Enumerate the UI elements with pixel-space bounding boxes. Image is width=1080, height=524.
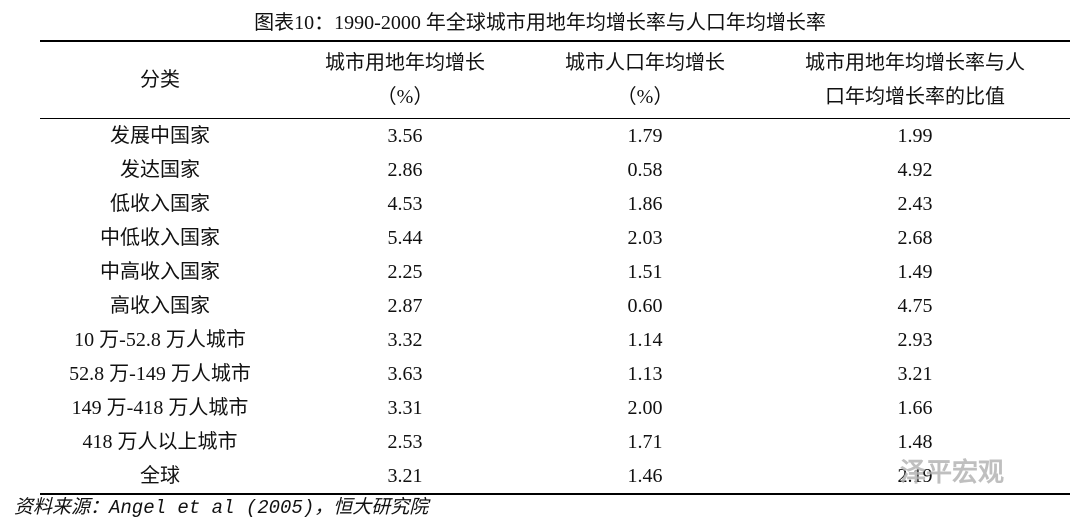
- table-cell: 1.79: [627, 125, 663, 147]
- table-row: 发展中国家 3.56 1.79 1.99: [40, 119, 1070, 154]
- table-row: 149 万-418 万人城市 3.31 2.00 1.66: [40, 391, 1070, 425]
- table-cell: 1.49: [897, 261, 933, 283]
- table-cell: 3.32: [387, 329, 423, 351]
- table-cell: 1.99: [897, 125, 933, 147]
- header-line: 城市用地年均增长率与人: [805, 52, 1025, 74]
- table-row: 中低收入国家 5.44 2.03 2.68: [40, 221, 1070, 255]
- table-row: 10 万-52.8 万人城市 3.32 1.14 2.93: [40, 323, 1070, 357]
- table-cell: 2.68: [897, 227, 933, 249]
- table-cell: 4.92: [897, 159, 933, 181]
- table-cell: 低收入国家: [110, 193, 210, 215]
- table-cell: 2.00: [627, 397, 663, 419]
- table-cell: 高收入国家: [110, 295, 210, 317]
- table-cell: 中高收入国家: [100, 261, 220, 283]
- table-cell: 3.56: [387, 125, 423, 147]
- table-cell: 1.46: [627, 465, 663, 487]
- table-cell: 1.14: [627, 329, 663, 351]
- table-row: 418 万人以上城市 2.53 1.71 1.48: [40, 425, 1070, 459]
- header-row: 分类 城市用地年均增长 （%） 城市人口年均增长 （%） 城市用地年均增长率与人 口年均增长…: [40, 41, 1070, 119]
- table-row: 全球 3.21 1.46 2.19: [40, 459, 1070, 494]
- table-head: 分类 城市用地年均增长 （%） 城市人口年均增长 （%） 城市用地年均增长率与人 口年均增长…: [40, 41, 1070, 119]
- table-cell: 2.87: [387, 295, 423, 317]
- table-body: 发展中国家 3.56 1.79 1.99 发达国家 2.86 0.58 4.92 低收入国家 4.…: [40, 119, 1070, 494]
- table-cell: 4.75: [897, 295, 933, 317]
- table-cell: 2.86: [387, 159, 423, 181]
- table-cell: 3.21: [387, 465, 423, 487]
- table-cell: 10 万-52.8 万人城市: [74, 329, 246, 351]
- table-row: 52.8 万-149 万人城市 3.63 1.13 3.21: [40, 357, 1070, 391]
- table-title: 图表10：1990-2000 年全球城市用地年均增长率与人口年均增长率: [254, 12, 826, 34]
- table-cell: 2.03: [627, 227, 663, 249]
- table-cell: 1.51: [627, 261, 663, 283]
- table-row: 低收入国家 4.53 1.86 2.43: [40, 187, 1070, 221]
- header-cell: 分类: [40, 41, 280, 119]
- header-cell: 城市用地年均增长 （%）: [280, 41, 530, 119]
- header-line: （%）: [616, 86, 674, 108]
- table-cell: 149 万-418 万人城市: [71, 397, 249, 419]
- table-cell: 3.63: [387, 363, 423, 385]
- table-cell: 1.86: [627, 193, 663, 215]
- table-cell: 4.53: [387, 193, 423, 215]
- table-cell: 1.66: [897, 397, 933, 419]
- table-cell: 3.31: [387, 397, 423, 419]
- source-note: 资料来源：Angel et al (2005)，恒大研究院: [14, 497, 429, 519]
- header-line: 分类: [140, 69, 180, 91]
- table-row: 发达国家 2.86 0.58 4.92: [40, 153, 1070, 187]
- table-cell: 发展中国家: [110, 125, 210, 147]
- table-cell: 5.44: [387, 227, 423, 249]
- header-line: 城市人口年均增长: [565, 52, 725, 74]
- header-cell: 城市人口年均增长 （%）: [530, 41, 760, 119]
- table-cell: 全球: [140, 465, 180, 487]
- table-cell: 418 万人以上城市: [82, 431, 238, 453]
- watermark: 泽平宏观: [900, 458, 1005, 488]
- table-cell: 52.8 万-149 万人城市: [69, 363, 251, 385]
- table-cell: 2.93: [897, 329, 933, 351]
- table-cell: 0.58: [627, 159, 663, 181]
- header-line: 城市用地年均增长: [325, 52, 485, 74]
- table-cell: 1.48: [897, 431, 933, 453]
- table-cell: 2.43: [897, 193, 933, 215]
- table-cell: 0.60: [627, 295, 663, 317]
- table-cell: 1.13: [627, 363, 663, 385]
- header-line: （%）: [376, 86, 434, 108]
- table-cell: 中低收入国家: [100, 227, 220, 249]
- header-cell: 城市用地年均增长率与人 口年均增长率的比值: [760, 41, 1070, 119]
- table-cell: 2.19: [897, 465, 933, 487]
- table-cell: 1.71: [627, 431, 663, 453]
- table-cell: 2.53: [387, 431, 423, 453]
- header-line: 口年均增长率的比值: [825, 86, 1005, 108]
- table-cell: 发达国家: [120, 159, 200, 181]
- table-row: 高收入国家 2.87 0.60 4.75: [40, 289, 1070, 323]
- data-table: 分类 城市用地年均增长 （%） 城市人口年均增长 （%） 城市用地年均增长率与人 口年均增长…: [40, 40, 1070, 495]
- table-cell: 2.25: [387, 261, 423, 283]
- table-cell: 3.21: [897, 363, 933, 385]
- table-row: 中高收入国家 2.25 1.51 1.49: [40, 255, 1070, 289]
